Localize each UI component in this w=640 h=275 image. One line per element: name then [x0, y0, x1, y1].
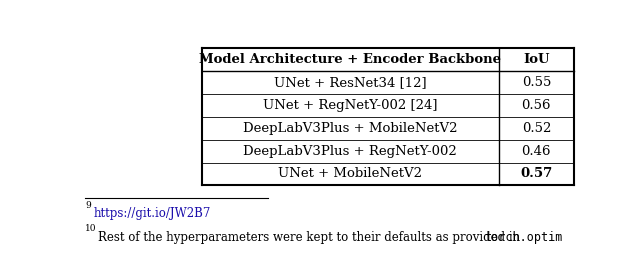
Text: UNet + MobileNetV2: UNet + MobileNetV2: [278, 167, 422, 180]
Text: 10: 10: [85, 224, 97, 233]
Text: 0.56: 0.56: [522, 99, 551, 112]
Text: 0.46: 0.46: [522, 145, 551, 158]
Text: 0.52: 0.52: [522, 122, 551, 134]
Text: torch.optim: torch.optim: [484, 230, 562, 244]
Text: DeepLabV3Plus + RegNetY-002: DeepLabV3Plus + RegNetY-002: [243, 145, 457, 158]
Text: 0.57: 0.57: [520, 167, 552, 180]
Text: UNet + RegNetY-002 [24]: UNet + RegNetY-002 [24]: [263, 99, 438, 112]
Text: 9: 9: [85, 201, 91, 210]
Text: Model Architecture + Encoder Backbone: Model Architecture + Encoder Backbone: [199, 53, 501, 66]
Text: https://git.io/JW2B7: https://git.io/JW2B7: [94, 207, 211, 220]
Text: UNet + ResNet34 [12]: UNet + ResNet34 [12]: [274, 76, 427, 89]
Text: IoU: IoU: [523, 53, 550, 66]
Text: 0.55: 0.55: [522, 76, 551, 89]
Text: Rest of the hyperparameters were kept to their defaults as provided in: Rest of the hyperparameters were kept to…: [98, 230, 524, 244]
Text: DeepLabV3Plus + MobileNetV2: DeepLabV3Plus + MobileNetV2: [243, 122, 458, 134]
